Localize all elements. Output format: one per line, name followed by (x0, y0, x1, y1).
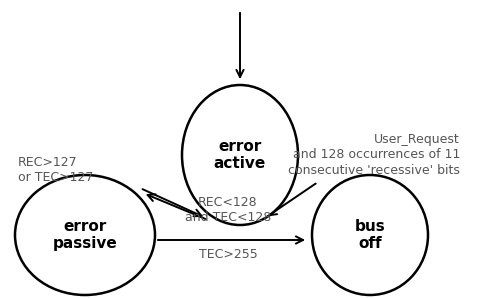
Text: error
active: error active (214, 139, 266, 171)
Text: bus
off: bus off (355, 219, 385, 251)
Text: REC<128
and TEC<128: REC<128 and TEC<128 (185, 196, 271, 224)
Ellipse shape (15, 175, 155, 295)
Ellipse shape (182, 85, 298, 225)
Text: User_Request
and 128 occurrences of 11
consecutive 'recessive' bits: User_Request and 128 occurrences of 11 c… (288, 134, 460, 176)
Text: REC>127
or TEC>127: REC>127 or TEC>127 (18, 156, 93, 184)
Text: error
passive: error passive (53, 219, 118, 251)
Text: TEC>255: TEC>255 (199, 249, 257, 262)
Ellipse shape (312, 175, 428, 295)
